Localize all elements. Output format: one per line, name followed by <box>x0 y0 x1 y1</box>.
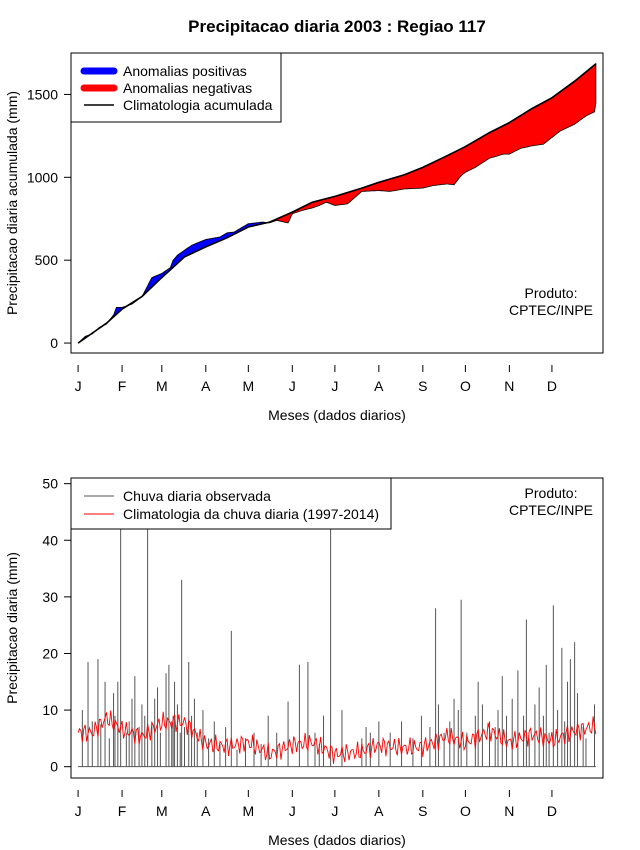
y-tick-label: 20 <box>42 645 58 661</box>
x-tick-label: A <box>374 803 384 819</box>
x-tick-label: J <box>289 378 296 394</box>
credit-line2: CPTEC/INPE <box>509 302 593 318</box>
credit-line2: CPTEC/INPE <box>509 502 593 518</box>
y-tick-label: 0 <box>50 335 58 351</box>
x-tick-label: S <box>418 803 427 819</box>
climatology-daily-line <box>77 710 597 764</box>
x-tick-label: J <box>331 803 338 819</box>
y-axis-label: Precipitacao diaria (mm) <box>4 552 20 704</box>
y-tick-label: 10 <box>42 702 58 718</box>
x-tick-label: F <box>118 378 127 394</box>
y-tick-label: 1500 <box>27 86 58 102</box>
daily-chart: 0 10 20 30 40 50 J F M A M J J A S O N D Precipitacao di… <box>4 476 604 848</box>
x-tick-label: A <box>374 378 384 394</box>
x-tick-label: D <box>547 803 557 819</box>
x-tick-label: M <box>156 803 168 819</box>
x-tick-label: J <box>75 803 82 819</box>
credit-line1: Produto: <box>525 485 578 501</box>
legend-label-positive: Anomalias positivas <box>123 63 247 79</box>
x-tick-label: J <box>75 378 82 394</box>
legend-label-climatology: Climatologia acumulada <box>123 97 273 113</box>
legend-label-negative: Anomalias negativas <box>123 80 252 96</box>
y-tick-label: 500 <box>35 252 59 268</box>
x-axis-label: Meses (dados diarios) <box>268 407 406 423</box>
x-tick-label: A <box>201 378 211 394</box>
credit-line1: Produto: <box>525 285 578 301</box>
y-tick-label: 1000 <box>27 169 58 185</box>
y-axis-label: Precipitacao diaria acumulada (mm) <box>4 91 20 315</box>
y-tick-label: 0 <box>50 759 58 775</box>
climatology-cumulative-line <box>77 63 597 344</box>
x-tick-label: D <box>547 378 557 394</box>
x-tick-label: F <box>118 803 127 819</box>
x-tick-label: N <box>504 803 514 819</box>
legend-label-observed: Chuva diaria observada <box>123 488 271 504</box>
positive-anomaly-area <box>141 221 269 297</box>
legend-label-climatology: Climatologia da chuva diaria (1997-2014) <box>123 506 379 522</box>
x-tick-label: M <box>156 378 168 394</box>
x-axis-label: Meses (dados diarios) <box>268 832 406 848</box>
x-tick-label: J <box>289 803 296 819</box>
legend: Chuva diaria observada Climatologia da c… <box>70 477 392 530</box>
legend: Anomalias positivas Anomalias negativas … <box>70 52 282 123</box>
plot-frame <box>70 52 604 354</box>
negative-anomaly-area <box>267 62 597 224</box>
x-tick-label: O <box>460 378 471 394</box>
cumulative-chart: 0 500 1000 1500 J F M A M J J A S O N D Precipitacao d… <box>4 52 604 423</box>
x-tick-label: O <box>460 803 471 819</box>
legend-box <box>70 477 392 530</box>
x-tick-label: A <box>201 803 211 819</box>
x-tick-label: M <box>242 378 254 394</box>
x-tick-label: J <box>331 378 338 394</box>
x-tick-label: N <box>504 378 514 394</box>
chart-title: Precipitacao diaria 2003 : Regiao 117 <box>188 17 486 36</box>
y-tick-label: 50 <box>42 476 58 492</box>
x-tick-label: M <box>242 803 254 819</box>
x-tick-label: S <box>418 378 427 394</box>
y-tick-label: 30 <box>42 589 58 605</box>
y-tick-label: 40 <box>42 532 58 548</box>
